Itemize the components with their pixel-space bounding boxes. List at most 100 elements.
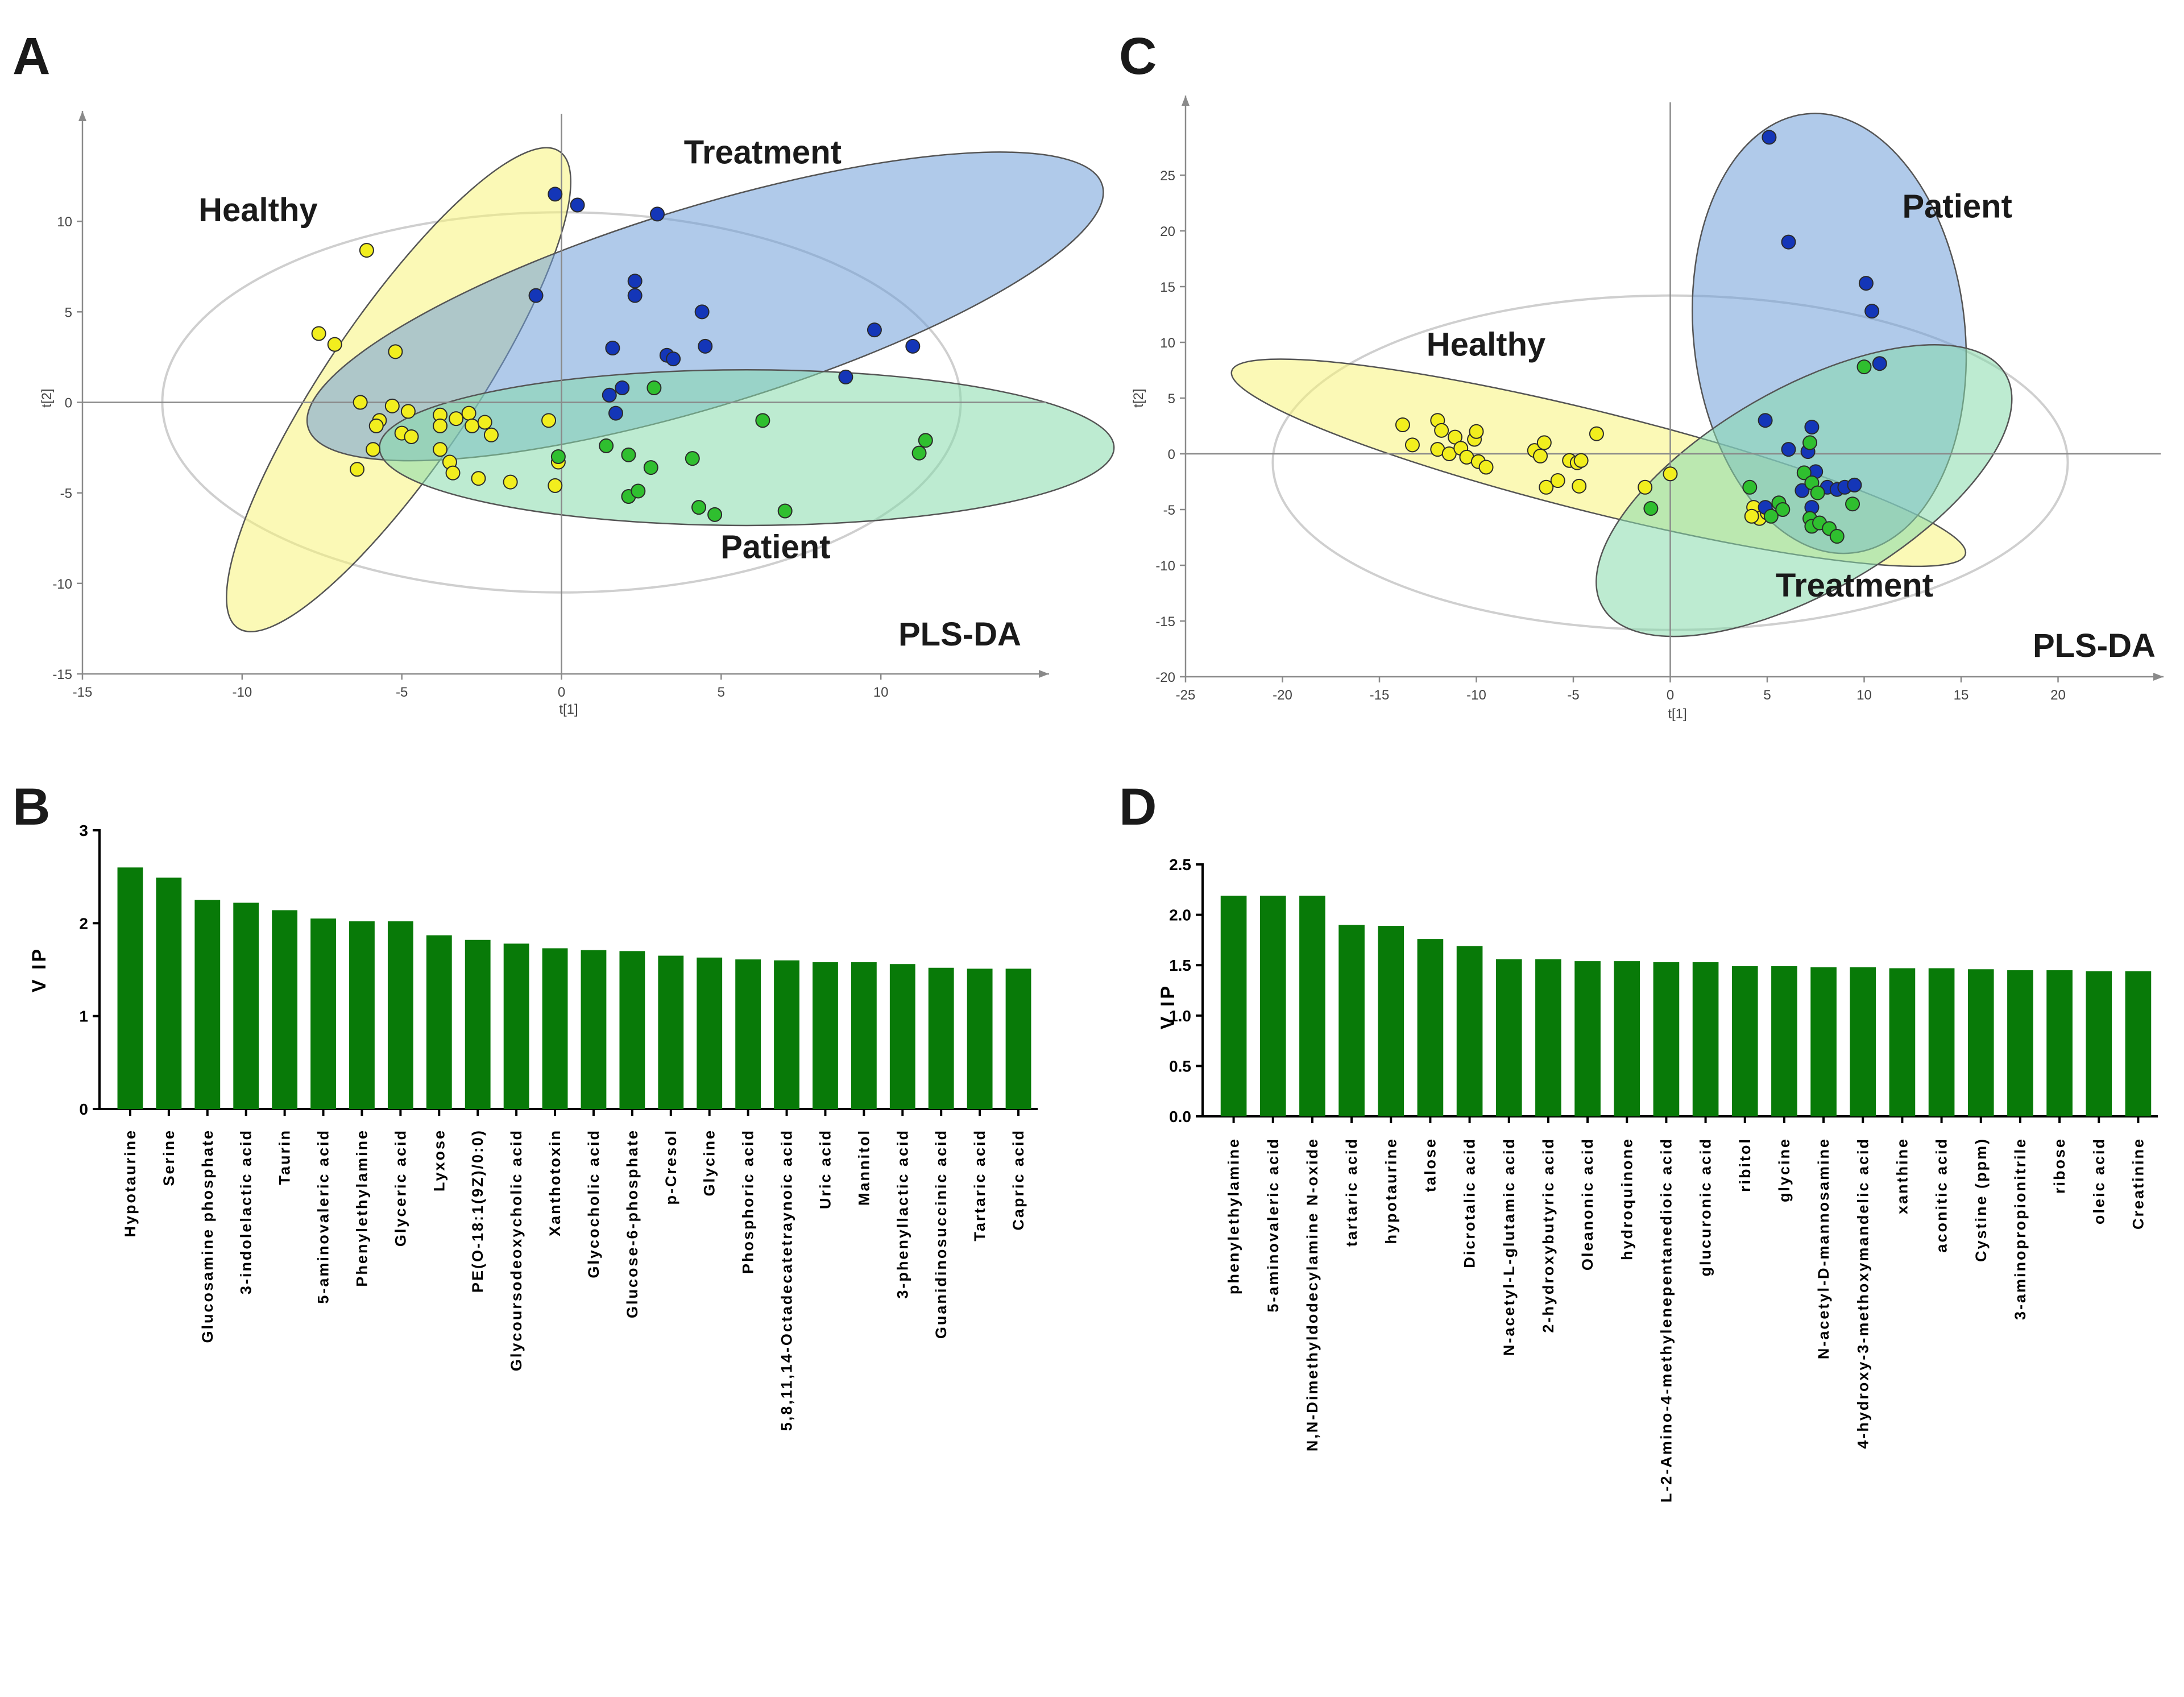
category-label: 3-phenyllactic acid <box>894 1129 911 1299</box>
data-point-treatment <box>608 405 623 421</box>
data-point-healthy <box>1573 453 1589 468</box>
method-label: PLS-DA <box>898 616 1021 653</box>
data-point-healthy <box>1469 424 1484 439</box>
x-tick-label: 5 <box>718 685 725 700</box>
category-label: glucuronic acid <box>1697 1137 1714 1277</box>
vip-bar <box>1889 968 1916 1116</box>
category-label: Mannitol <box>855 1129 872 1206</box>
vip-bar <box>1653 962 1680 1116</box>
group-ellipse-patient <box>379 369 1115 527</box>
x-tick-label: -10 <box>1466 688 1486 703</box>
panel-letter: B <box>13 778 50 836</box>
category-label: Phosphoric acid <box>740 1129 757 1274</box>
vip-bar <box>1417 939 1444 1116</box>
data-point-healthy <box>311 326 326 341</box>
x-tick-label: -15 <box>73 685 93 700</box>
data-point-treatment <box>905 338 921 354</box>
data-point-treatment <box>1742 479 1758 495</box>
data-point-healthy <box>1434 423 1449 438</box>
data-point-healthy <box>404 429 419 444</box>
data-point-healthy <box>350 462 365 477</box>
data-point-healthy <box>503 474 518 490</box>
category-label: PE(O-18:1(9Z)/0:0) <box>469 1129 486 1293</box>
category-label: talose <box>1422 1137 1439 1192</box>
category-label: hydroquinone <box>1618 1137 1635 1260</box>
vip-bar <box>1259 895 1286 1116</box>
vip-bar <box>387 921 413 1109</box>
y-tick-label: 0 <box>65 396 72 411</box>
vip-bar <box>349 921 375 1109</box>
y-tick-label: 10 <box>57 214 72 230</box>
vip-bar <box>117 867 143 1109</box>
group-label-healthy: Healthy <box>1427 326 1546 363</box>
data-point-healthy <box>1550 473 1565 489</box>
y-tick-label: 10 <box>1160 336 1175 351</box>
vip-bar <box>1456 946 1483 1116</box>
data-point-healthy <box>541 413 557 428</box>
vip-bar <box>774 960 799 1109</box>
panel-letter: C <box>1119 27 1157 85</box>
data-point-healthy <box>449 411 464 427</box>
category-label: Lyxose <box>430 1129 447 1191</box>
y-tick-label: 2.0 <box>1169 907 1191 924</box>
vip-bar <box>503 943 529 1109</box>
data-point-healthy <box>1589 426 1604 441</box>
data-point-treatment <box>627 288 643 303</box>
x-tick-label: 10 <box>1856 688 1872 703</box>
data-point-patient <box>647 380 662 396</box>
y-tick-label: 3 <box>79 822 88 839</box>
data-point-healthy <box>461 405 476 421</box>
data-point-healthy <box>1663 466 1678 482</box>
x-tick-label: 10 <box>873 685 889 700</box>
category-label: Oleanonic acid <box>1579 1137 1596 1270</box>
group-label-patient: Patient <box>1902 188 2012 225</box>
category-label: Uric acid <box>817 1129 834 1209</box>
data-point-patient <box>1758 413 1773 428</box>
category-label: 5-aminovaleric acid <box>1265 1137 1282 1313</box>
panel-d-vip-bar-chart: D 0.0 0.5 1.0 1.5 2.0 2.5 V IP phenylethylamine 5… <box>1119 778 2158 1503</box>
method-label: PLS-DA <box>2033 627 2156 664</box>
vip-bar <box>1220 895 1247 1116</box>
category-label: Tartaric acid <box>971 1129 988 1241</box>
y-tick-label: 0.0 <box>1169 1108 1191 1125</box>
data-point-healthy <box>1539 479 1554 495</box>
data-point-healthy <box>384 398 400 413</box>
data-point-healthy <box>465 418 480 433</box>
x-tick-label: -25 <box>1176 688 1196 703</box>
data-point-treatment <box>528 288 544 303</box>
category-label: Glyceric acid <box>392 1129 409 1247</box>
x-tick-label: -5 <box>1567 688 1579 703</box>
vip-bar <box>2007 970 2033 1116</box>
data-point-patient <box>550 449 566 464</box>
y-axis-label: V IP <box>28 947 50 992</box>
vip-bar <box>813 962 838 1109</box>
panel-a-pls-da-score-plot: A -15 -10 -5 0 5 10 -15 -10 -5 0 5 10 t[1] t[2] Healthy… <box>13 27 1115 717</box>
category-label: aconitic acid <box>1933 1137 1950 1253</box>
x-tick-label: 20 <box>2050 688 2066 703</box>
data-point-patient <box>631 483 646 499</box>
vip-bar <box>233 903 259 1109</box>
vip-bar <box>658 955 684 1109</box>
category-label: Hypotaurine <box>122 1129 139 1237</box>
data-point-healthy <box>400 404 416 419</box>
vip-bar <box>1692 962 1719 1116</box>
vip-bar <box>1771 966 1797 1116</box>
y-tick-label: 20 <box>1160 224 1175 239</box>
y-tick-label: 15 <box>1160 280 1175 295</box>
data-point-treatment <box>694 304 710 320</box>
category-label: 3-indolelactic acid <box>238 1129 255 1294</box>
vip-bar <box>272 910 298 1109</box>
data-point-treatment <box>1775 502 1791 517</box>
data-point-patient <box>755 413 770 428</box>
vip-bar <box>194 900 221 1109</box>
vip-bar <box>1495 959 1522 1116</box>
data-point-healthy <box>1533 448 1548 463</box>
y-tick-label: -5 <box>60 486 72 502</box>
vip-bar <box>1614 961 1640 1116</box>
data-point-treatment <box>615 380 630 396</box>
category-label: 5,8,11,14-Octadecatetraynoic acid <box>778 1129 795 1431</box>
vip-bar <box>2125 971 2152 1116</box>
vip-bar <box>1810 967 1837 1116</box>
panel-letter: A <box>13 27 50 85</box>
